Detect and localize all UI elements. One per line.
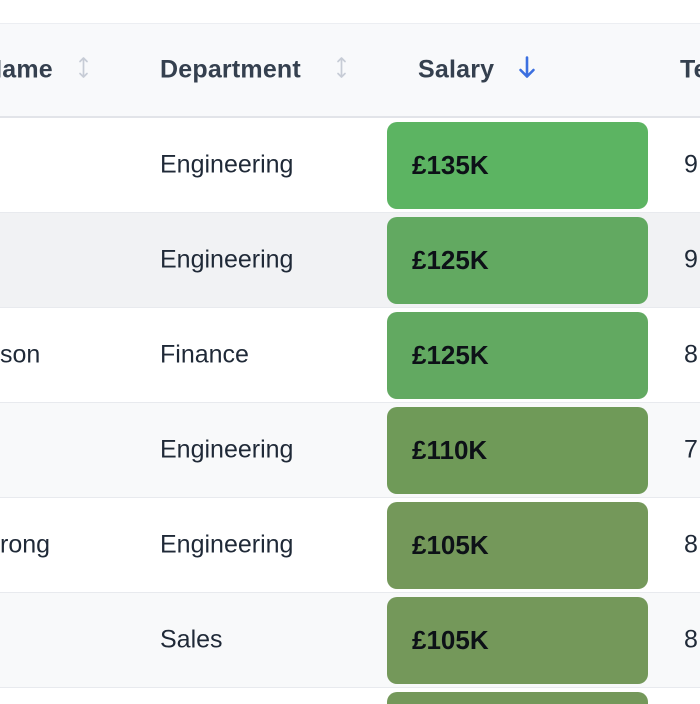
tenure-cell: 8 [684,340,698,369]
salary-badge [387,692,648,704]
department-cell: Engineering [160,530,294,559]
column-header-name[interactable]: Name [0,55,53,84]
sort-descending-icon[interactable] [516,54,538,87]
name-cell: rong [0,530,51,559]
name-cell: son [0,340,41,369]
table-row[interactable]: son Finance £125K 8 [0,308,700,403]
table-row[interactable]: rong Engineering £105K 8 [0,498,700,593]
department-cell: Engineering [160,150,294,179]
tenure-cell: 7 [684,435,698,464]
table-row[interactable] [0,688,700,704]
column-header-department[interactable]: Department [160,55,301,84]
table-row[interactable]: Engineering £135K 9 [0,118,700,213]
salary-badge: £110K [387,407,648,494]
table-row[interactable]: Engineering £125K 9 [0,213,700,308]
department-cell: Engineering [160,435,294,464]
sort-both-icon[interactable] [334,55,349,85]
table-body: Engineering £135K 9 Engineering £125K 9 … [0,118,700,704]
salary-badge: £105K [387,597,648,684]
tenure-cell: 9 [684,245,698,274]
department-cell: Finance [160,340,249,369]
table-header: Name Department Salary Tenure [0,23,700,118]
salary-badge: £125K [387,217,648,304]
salary-badge: £105K [387,502,648,589]
tenure-cell: 8 [684,625,698,654]
department-cell: Sales [160,625,223,654]
top-spacer [0,0,700,23]
column-header-salary[interactable]: Salary [418,55,495,84]
column-header-tenure[interactable]: Tenure [680,55,700,84]
tenure-cell: 8 [684,530,698,559]
salary-badge: £135K [387,122,648,209]
salary-badge: £125K [387,312,648,399]
tenure-cell: 9 [684,150,698,179]
sort-both-icon[interactable] [76,55,91,85]
table-row[interactable]: Engineering £110K 7 [0,403,700,498]
department-cell: Engineering [160,245,294,274]
table-row[interactable]: Sales £105K 8 [0,593,700,688]
